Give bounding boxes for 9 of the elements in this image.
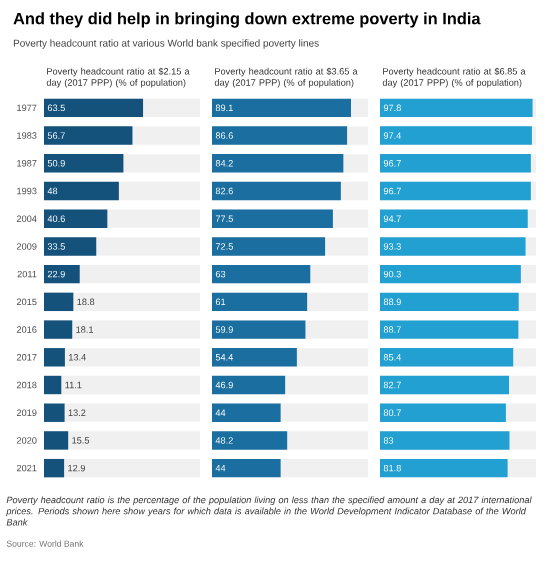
bar bbox=[44, 375, 62, 395]
bar bbox=[44, 264, 80, 284]
bar bbox=[44, 320, 73, 339]
bar bbox=[44, 403, 65, 422]
bar bbox=[44, 348, 65, 367]
bar bbox=[44, 431, 69, 450]
bar bbox=[44, 292, 74, 312]
bar bbox=[44, 458, 65, 478]
text: And they did help in bringing down extreme poverty in India bbox=[13, 12, 481, 28]
